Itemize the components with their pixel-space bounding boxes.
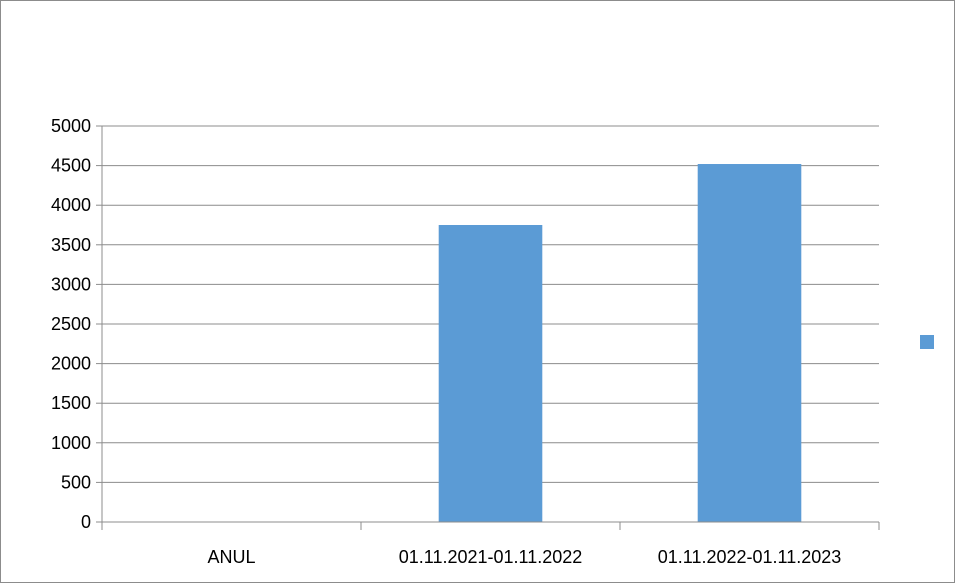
y-tick-label: 1000 <box>51 433 91 453</box>
y-tick-label: 2000 <box>51 354 91 374</box>
y-tick-label: 500 <box>61 472 91 492</box>
bar-1 <box>438 225 543 522</box>
x-tick-label: 01.11.2022-01.11.2023 <box>658 547 842 567</box>
x-tick-label: ANUL <box>207 547 255 567</box>
legend <box>920 335 934 349</box>
y-tick-label: 3500 <box>51 235 91 255</box>
y-tick-label: 0 <box>81 512 91 532</box>
y-tick-label: 3000 <box>51 274 91 294</box>
y-tick-labels: 0 500 1000 1500 2000 2500 3000 3500 4000 4500 5000 <box>51 116 91 532</box>
y-tick-label: 4500 <box>51 156 91 176</box>
bars <box>438 164 802 523</box>
x-tick-label: 01.11.2021-01.11.2022 <box>399 547 583 567</box>
axes <box>96 125 880 530</box>
bar-2 <box>697 164 802 523</box>
y-tick-label: 2500 <box>51 314 91 334</box>
x-tick-labels: ANUL 01.11.2021-01.11.2022 01.11.2022-01.1… <box>207 547 841 567</box>
y-tick-label: 4000 <box>51 195 91 215</box>
y-tick-label: 1500 <box>51 393 91 413</box>
y-tick-label: 5000 <box>51 116 91 136</box>
legend-marker <box>920 335 934 349</box>
